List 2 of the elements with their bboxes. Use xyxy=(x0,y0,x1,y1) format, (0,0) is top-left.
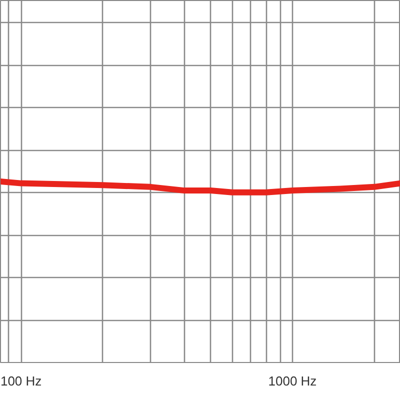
x-tick-label: 1000 Hz xyxy=(268,374,317,388)
x-tick-label: 100 Hz xyxy=(0,374,42,388)
